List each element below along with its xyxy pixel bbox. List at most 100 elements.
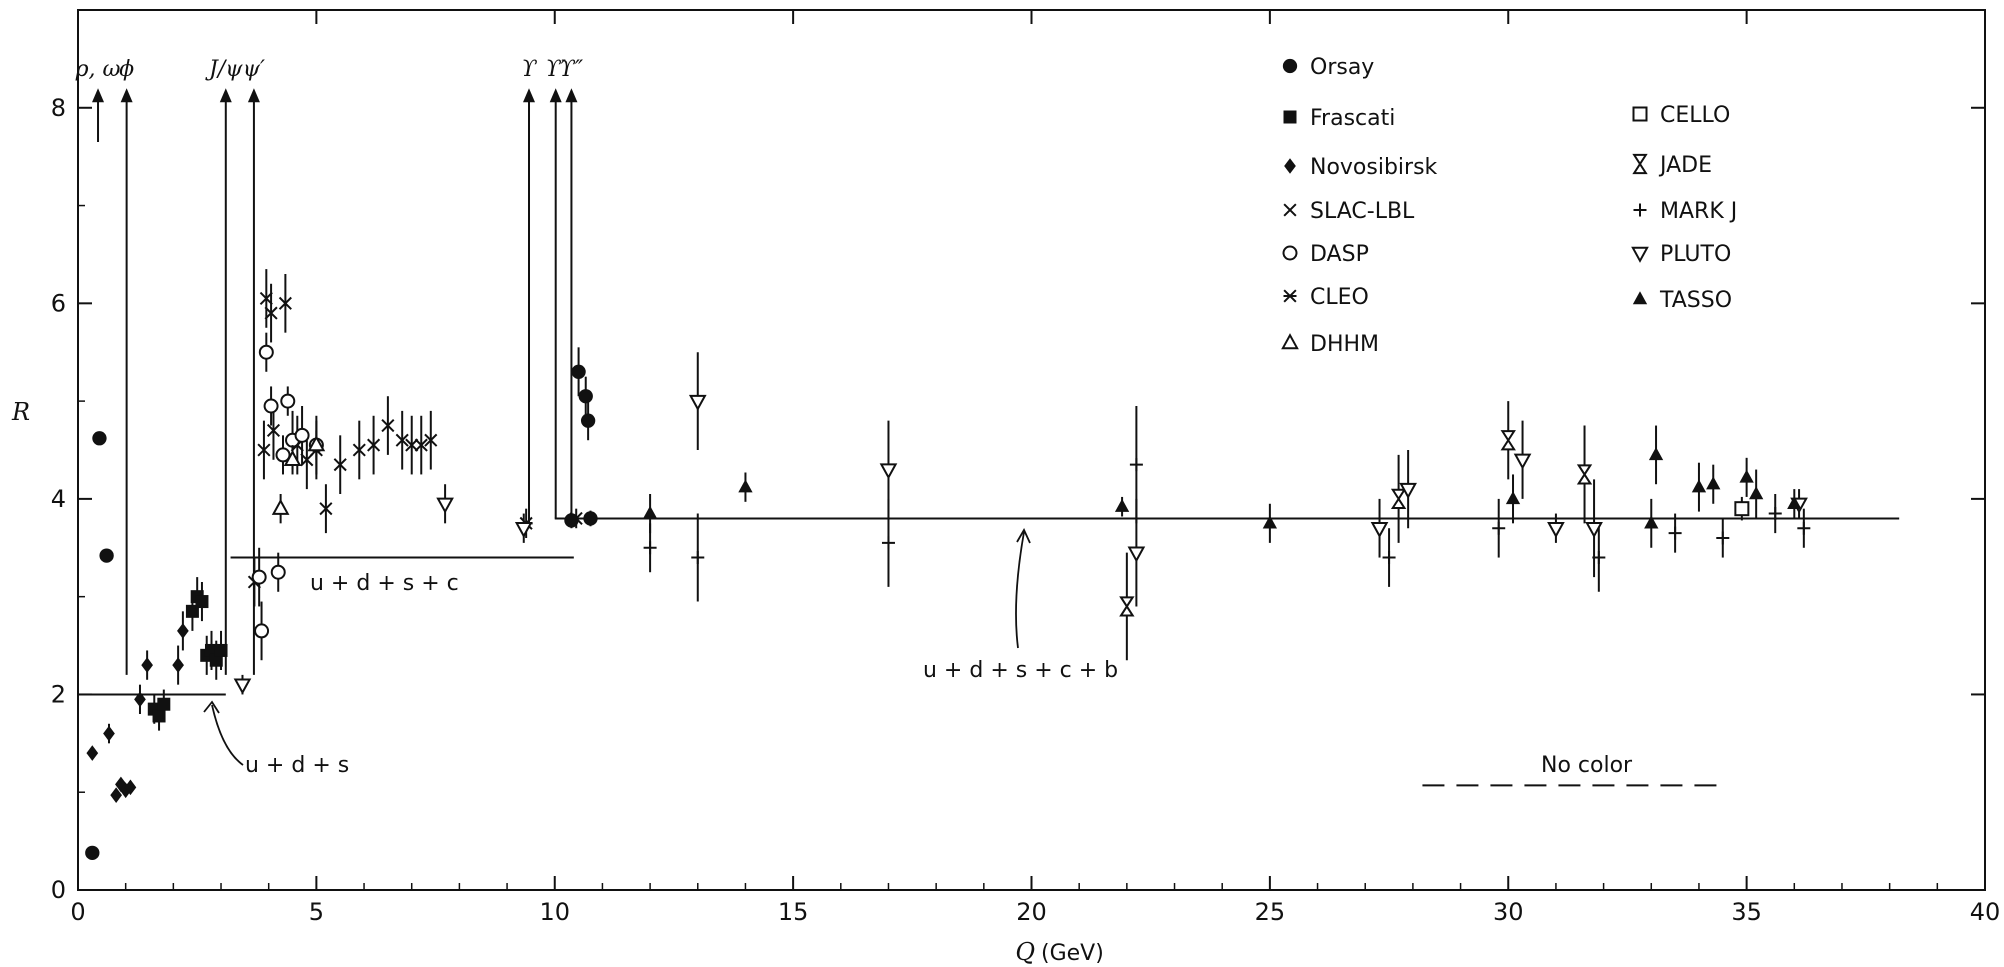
data-point [263,398,279,414]
data-point [264,306,278,320]
data-point [177,623,189,639]
legend-label: Orsay [1310,55,1374,80]
data-point [141,657,153,673]
resonance-arrowhead [565,88,578,103]
legend-marker [1632,106,1648,122]
data-point [195,595,209,609]
data-point [103,725,115,742]
data-point [1749,486,1764,500]
data-point [1492,521,1506,535]
annotation-arrowhead [1016,528,1031,544]
resonance-label: ψ′ [243,57,265,82]
legend-label: Frascati [1310,106,1395,131]
legend-label: JADE [1658,153,1712,178]
data-point [294,427,310,443]
data-point [583,511,598,526]
data-point [1513,453,1532,470]
data-point [251,569,267,585]
resonance-arrowhead [247,88,260,103]
annotation-uds: u + d + s [245,753,349,778]
y-tick-label: 6 [51,289,66,317]
data-point [233,678,252,695]
annotation-arrowhead [203,700,220,714]
data-point [1585,522,1603,539]
data-point [134,691,146,708]
data-point [1734,501,1750,517]
data-point [152,709,166,723]
data-point [1716,531,1730,545]
data-point [307,435,326,452]
data-point [271,498,290,515]
data-point [1668,526,1682,540]
data-point [1399,482,1417,499]
data-point [643,541,657,555]
x-tick-label: 40 [1970,898,2001,926]
data-point [278,296,292,310]
data-point [691,551,705,565]
resonance-arrowhead [120,88,133,103]
legend-marker [1284,158,1296,174]
data-point [92,431,107,446]
x-tick-label: 35 [1731,898,1762,926]
resonance-label: J/ψ [205,57,243,82]
resonance-label: ϕ [119,57,134,82]
legend-marker [1283,110,1297,124]
legend-marker [1282,245,1298,261]
data-point [738,479,753,493]
data-point [1390,488,1407,509]
resonance-label: ϒ [521,57,537,82]
data-point [1119,596,1135,617]
annotation-no-color: No color [1541,753,1633,778]
data-point [86,745,99,761]
data-point [270,564,286,580]
data-point [257,443,271,457]
data-point [1129,458,1143,472]
data-point [1768,507,1782,521]
legend-label: MARK J [1660,199,1737,224]
data-point [1787,495,1802,509]
legend-label: PLUTO [1660,242,1731,267]
data-point [514,522,533,539]
data-point [1382,551,1396,565]
data-point [283,449,302,466]
data-point [1370,522,1389,539]
resonance-label: ϒ′ [546,57,566,82]
data-point [352,443,366,457]
annotation-udscb: u + d + s + c + b [923,658,1118,683]
legend-label: CLEO [1310,285,1369,310]
y-axis-title: R [11,398,30,426]
resonance-arrowhead [523,88,536,103]
data-point [571,364,586,379]
resonance-label: ρ, ω [75,57,121,82]
resonance-arrowhead [549,88,562,103]
legend-marker [1632,291,1648,305]
resonance-label: ϒ″ [560,57,584,82]
data-point [1691,479,1707,493]
y-tick-label: 2 [51,680,66,708]
x-axis-title: Q [1015,938,1035,966]
data-point [1127,546,1146,563]
data-point [110,787,122,803]
data-point [254,623,270,639]
data-point [209,653,223,667]
legend-label: CELLO [1660,103,1730,128]
x-tick-label: 15 [778,898,809,926]
x-tick-label: 0 [70,898,85,926]
data-point [85,845,100,860]
x-axis-unit: (GeV) [1041,941,1104,966]
legend-marker [1282,58,1298,74]
legend-marker [1281,333,1299,350]
data-point [688,394,707,411]
data-point [881,536,895,550]
plot-frame [77,9,1986,891]
data-point [185,604,199,618]
data-point [99,548,114,563]
legend-label: Novosibirsk [1310,155,1438,180]
data-point [1648,447,1664,461]
x-tick-label: 10 [539,898,570,926]
legend-marker [1631,246,1649,263]
data-point [578,389,593,404]
data-point [157,697,171,711]
data-point [124,779,137,796]
